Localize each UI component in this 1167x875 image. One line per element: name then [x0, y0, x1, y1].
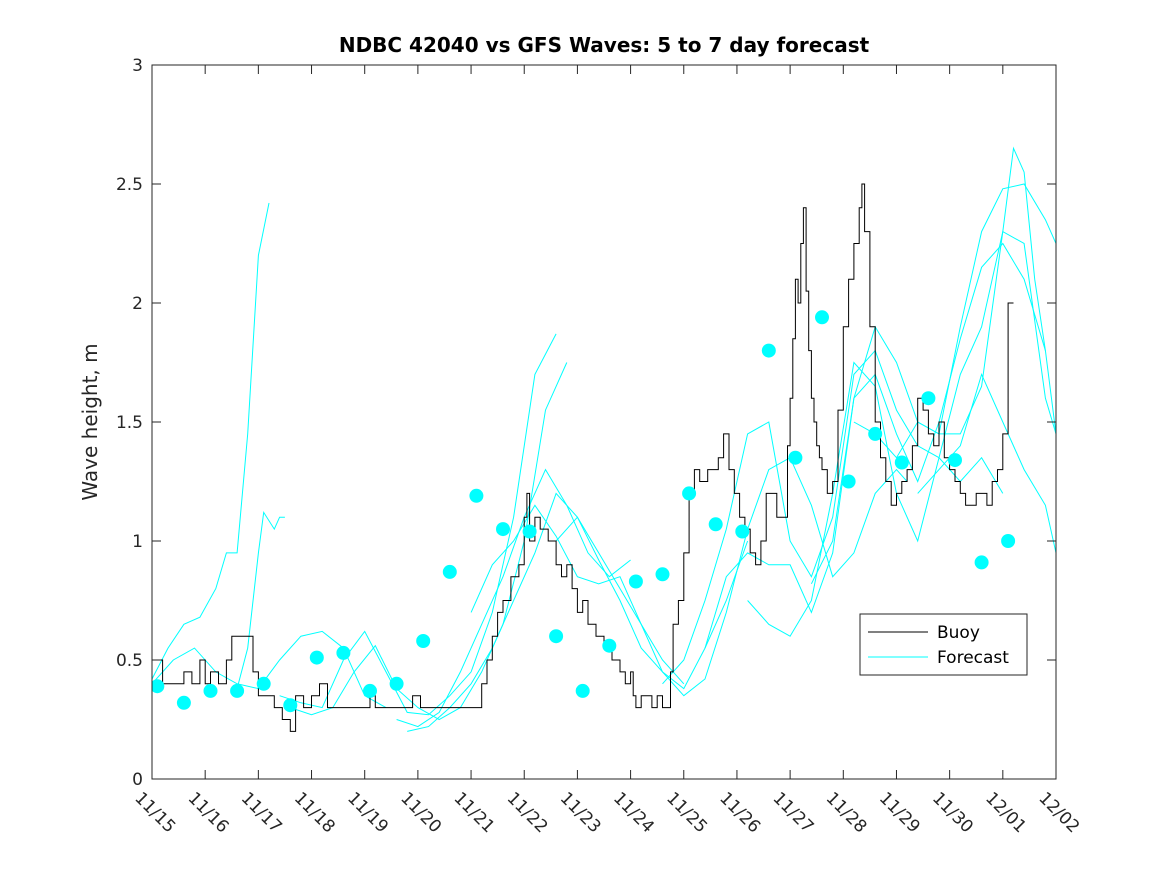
y-tick-label: 2.5 — [116, 175, 143, 195]
buoy-line — [152, 183, 1014, 732]
y-tick-label: 1.5 — [116, 413, 143, 433]
y-axis-ticks: 0 0.5 1 1.5 2 2.5 3 — [116, 56, 1056, 790]
forecast-line-2 — [236, 510, 285, 689]
forecast-point — [788, 450, 803, 465]
forecast-point — [868, 426, 883, 441]
forecast-point — [841, 474, 856, 489]
forecast-point — [735, 524, 750, 539]
forecast-point — [948, 453, 962, 468]
forecast-point — [336, 645, 351, 660]
y-tick-label: 0 — [132, 770, 143, 790]
y-tick-label: 1 — [132, 532, 143, 552]
forecast-point — [522, 524, 537, 539]
series-group — [152, 146, 1056, 732]
forecast-point — [761, 343, 776, 358]
data-layer — [152, 146, 1056, 732]
forecast-point — [152, 679, 165, 694]
forecast-point — [230, 683, 245, 698]
forecast-point — [389, 676, 404, 691]
forecast-line-12 — [747, 230, 1056, 637]
forecast-point — [256, 676, 271, 691]
forecast-point — [416, 634, 431, 648]
legend-buoy-label: Buoy — [937, 623, 980, 643]
forecast-point — [628, 574, 643, 589]
forecast-point — [708, 517, 723, 532]
forecast-line-7 — [407, 492, 685, 732]
forecast-point — [1001, 534, 1016, 548]
forecast-point — [921, 391, 936, 406]
forecast-point — [496, 522, 510, 537]
forecast-line-9 — [555, 456, 908, 697]
forecast-point — [176, 695, 191, 710]
legend-forecast-label: Forecast — [937, 648, 1009, 668]
forecast-line-15 — [917, 372, 1056, 554]
legend: Buoy Forecast — [859, 613, 1028, 676]
forecast-point — [974, 555, 989, 570]
forecast-line-14 — [853, 146, 1056, 459]
y-tick-label: 3 — [132, 56, 143, 76]
forecast-point — [894, 455, 909, 470]
forecast-line-4 — [279, 333, 557, 716]
forecast-point — [203, 683, 218, 698]
forecast-line-1 — [152, 202, 270, 680]
chart-title: NDBC 42040 vs GFS Waves: 5 to 7 day fore… — [339, 33, 870, 57]
forecast-line-6 — [396, 468, 631, 728]
forecast-line-5 — [290, 362, 568, 721]
legend-box — [859, 613, 1028, 676]
forecast-point — [575, 683, 590, 698]
forecast-point — [469, 488, 484, 503]
forecast-point — [602, 638, 617, 653]
y-tick-label: 2 — [132, 294, 143, 314]
y-tick-label: 0.5 — [116, 651, 143, 671]
forecast-point — [442, 564, 457, 579]
forecast-point — [549, 629, 564, 644]
forecast-point — [655, 567, 670, 582]
forecast-point — [283, 698, 298, 713]
forecast-point — [309, 650, 324, 665]
forecast-point — [363, 683, 377, 698]
forecast-point — [682, 486, 697, 501]
forecast-point — [815, 310, 829, 325]
y-axis-label: Wave height, m — [78, 343, 102, 500]
forecast-line-10 — [662, 349, 1004, 685]
